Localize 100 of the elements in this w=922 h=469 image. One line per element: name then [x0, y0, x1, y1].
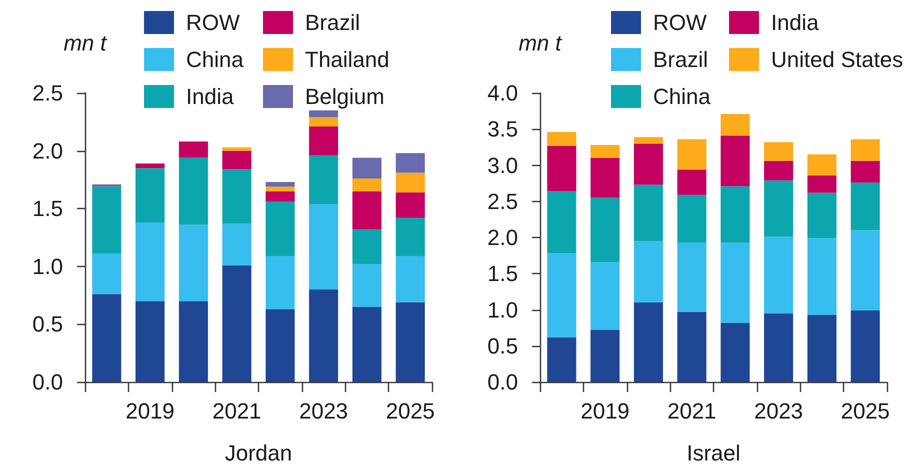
- y-tick-label: 1.5: [32, 196, 63, 222]
- bar: [850, 230, 880, 310]
- bar: [266, 256, 295, 310]
- bar: [266, 182, 295, 187]
- bar: [677, 242, 706, 312]
- bar: [396, 256, 425, 302]
- bar: [590, 330, 620, 382]
- bar: [764, 313, 794, 382]
- y-tick-label: 2.0: [32, 138, 63, 164]
- bar: [352, 158, 382, 179]
- y-tick-label: 4.0: [487, 80, 518, 106]
- bar: [677, 194, 706, 243]
- y-tick-label: 3.0: [487, 152, 518, 178]
- legend-label: India: [186, 84, 234, 109]
- bar: [92, 254, 122, 294]
- bar: [136, 168, 165, 222]
- legend-label: China: [653, 84, 712, 109]
- bar: [136, 222, 165, 302]
- legend-label: Belgium: [305, 84, 384, 109]
- bar: [677, 312, 706, 382]
- bar: [720, 242, 750, 323]
- bar: [764, 236, 794, 314]
- x-tick-label: 2019: [580, 398, 630, 424]
- bar: [396, 218, 425, 256]
- y-axis-title: mn t: [64, 30, 108, 56]
- bar: [677, 139, 706, 170]
- bar: [807, 175, 836, 193]
- bar: [634, 184, 663, 242]
- bar: [590, 262, 620, 330]
- y-tick-label: 3.5: [487, 116, 518, 142]
- bar: [396, 302, 425, 382]
- bar: [547, 253, 576, 338]
- y-tick-label: 1.0: [487, 297, 518, 322]
- y-tick-label: 2.0: [487, 225, 518, 250]
- x-tick-label: 2025: [840, 398, 890, 424]
- x-axis-title: Israel: [686, 440, 740, 466]
- x-tick-label: 2019: [126, 398, 175, 424]
- x-axis-title: Jordan: [224, 440, 292, 466]
- bar: [720, 136, 750, 186]
- bar: [266, 309, 295, 382]
- bar: [396, 192, 425, 218]
- bar: [136, 301, 165, 382]
- bar: [352, 191, 382, 230]
- bar: [634, 144, 663, 185]
- bar: [590, 145, 620, 158]
- y-tick-label: 1.5: [487, 261, 518, 286]
- bar: [850, 160, 880, 183]
- bar: [634, 302, 663, 382]
- bar: [396, 172, 425, 192]
- bar: [352, 229, 382, 264]
- bar: [764, 142, 794, 161]
- bar: [309, 126, 338, 156]
- y-tick-label: 0.5: [487, 333, 518, 358]
- bar: [547, 132, 576, 146]
- bar: [547, 146, 576, 192]
- bar: [807, 238, 836, 315]
- bar: [720, 322, 750, 382]
- y-axis-title: mn t: [518, 30, 562, 56]
- legend-label: India: [771, 10, 820, 35]
- legend-label: United States: [771, 47, 904, 72]
- x-tick-label: 2025: [386, 398, 435, 424]
- bar: [178, 301, 208, 382]
- bar: [634, 241, 663, 303]
- bar: [850, 310, 880, 382]
- bar: [266, 191, 295, 202]
- bar: [590, 158, 620, 198]
- bar: [807, 314, 836, 382]
- bar: [136, 164, 165, 168]
- legend-label: ROW: [653, 10, 707, 35]
- legend-label: Thailand: [305, 47, 390, 72]
- bar: [309, 155, 338, 204]
- bar: [352, 306, 382, 382]
- bar: [850, 139, 880, 161]
- bar: [547, 337, 576, 382]
- legend-label: Brazil: [653, 47, 708, 72]
- x-tick-label: 2021: [667, 398, 716, 424]
- y-tick-label: 2.5: [487, 188, 518, 214]
- bar: [178, 158, 208, 225]
- bar: [634, 137, 663, 144]
- bar: [222, 224, 252, 266]
- bar: [266, 186, 295, 192]
- legend-label: ROW: [186, 10, 240, 35]
- bar: [92, 294, 122, 382]
- bar: [222, 147, 252, 151]
- bar: [222, 265, 252, 382]
- bar: [764, 160, 794, 180]
- bar: [309, 290, 338, 382]
- bar: [352, 178, 382, 192]
- bar: [352, 264, 382, 307]
- bar: [807, 192, 836, 238]
- legend-label: Brazil: [305, 10, 360, 35]
- x-tick-label: 2021: [212, 398, 262, 424]
- bar: [590, 198, 620, 262]
- bar: [547, 191, 576, 254]
- bar: [720, 186, 750, 243]
- bar: [677, 170, 706, 195]
- y-tick-label: 1.0: [32, 254, 63, 279]
- y-tick-label: 2.5: [32, 80, 63, 106]
- bar: [178, 142, 208, 158]
- bar: [178, 224, 208, 302]
